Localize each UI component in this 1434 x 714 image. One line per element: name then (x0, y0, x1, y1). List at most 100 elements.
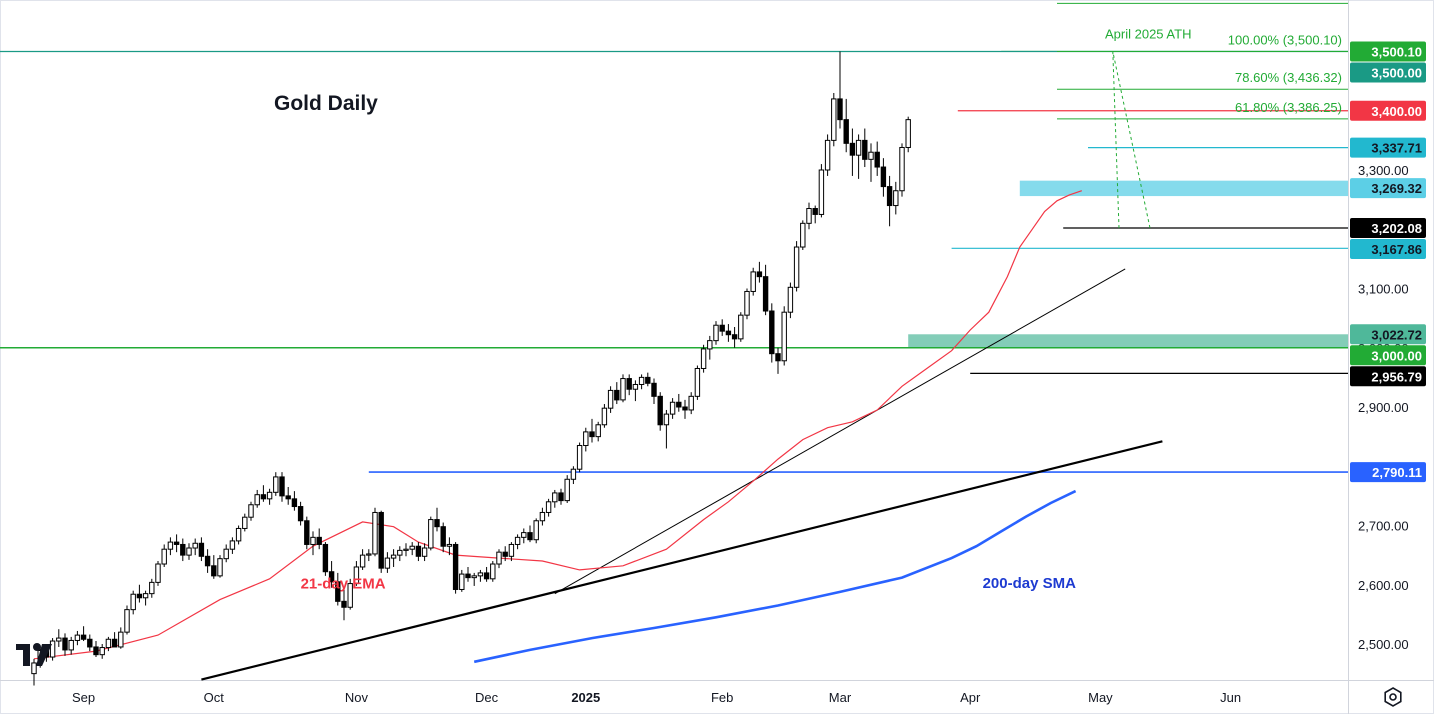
candle (446, 537, 453, 556)
candle (353, 561, 360, 586)
price-tick-label: 2,700.00 (1358, 519, 1409, 534)
candle-body (818, 169, 825, 215)
candle (731, 327, 738, 348)
candle-body (229, 540, 236, 550)
price-badge-bg (1350, 218, 1426, 239)
candle (564, 475, 570, 503)
candle (452, 542, 459, 594)
candle (812, 205, 818, 224)
candle (719, 319, 725, 336)
candle-body (273, 476, 279, 493)
candle-body (421, 547, 428, 557)
candle-body (310, 536, 316, 545)
candle (750, 267, 756, 296)
candle (161, 544, 167, 567)
price-badge-label: 3,500.00 (1371, 65, 1422, 80)
candle-body (849, 142, 856, 156)
price-badge: 3,400.00 (1350, 100, 1426, 121)
candle (428, 516, 434, 551)
candle (62, 633, 68, 656)
candle (738, 312, 744, 342)
candle (211, 555, 217, 579)
candle-body (521, 532, 527, 538)
candle (793, 241, 800, 292)
candle (242, 513, 248, 532)
candle-body (793, 246, 800, 288)
candle-body (645, 376, 651, 384)
candle (576, 442, 583, 473)
candle-body (446, 543, 453, 547)
candle (217, 555, 223, 578)
time-label: Apr (960, 690, 981, 705)
trendline-0 (201, 440, 1163, 681)
candle (694, 365, 701, 400)
price-badge-label: 3,022.72 (1371, 327, 1422, 342)
fib-label-2: 78.60% (3,436.32) (1235, 70, 1342, 85)
candle (173, 534, 180, 553)
candle-body (149, 581, 155, 595)
price-badge-bg (1350, 462, 1426, 483)
price-badge: 3,022.72 (1350, 324, 1426, 345)
candle (310, 531, 316, 556)
candle-body (167, 541, 174, 550)
fibonacci-extension: 127.20% (3,581.16)100.00% (3,500.10)78.6… (1057, 2, 1348, 229)
candle (837, 51, 843, 129)
candle-body (353, 566, 360, 585)
candle (198, 537, 205, 562)
candle-body (855, 139, 862, 156)
price-tick-label: 2,900.00 (1358, 400, 1409, 415)
candle (390, 549, 397, 567)
price-badge: 3,500.10 (1350, 41, 1426, 62)
price-badge: 3,500.00 (1350, 62, 1426, 83)
candle (855, 134, 862, 179)
settings-icon[interactable] (1384, 687, 1402, 707)
candle-body (676, 401, 682, 408)
candle-body (124, 609, 130, 633)
candle (477, 569, 484, 582)
candle-body (899, 146, 905, 192)
candle (893, 181, 899, 215)
sma-label: 200-day SMA (983, 575, 1077, 592)
candle-body (545, 501, 552, 513)
candle (366, 549, 372, 562)
candle (787, 282, 794, 319)
candle (322, 542, 329, 576)
candle-body (304, 520, 310, 545)
candle (384, 552, 391, 573)
support-zones (908, 180, 1348, 348)
candle (409, 542, 415, 556)
tradingview-logo-icon[interactable] (16, 643, 52, 666)
time-label: Oct (204, 690, 225, 705)
candle (700, 344, 707, 373)
candle-body (248, 504, 254, 518)
candle (744, 288, 750, 320)
candle-body (366, 553, 372, 556)
price-tick-label: 2,500.00 (1358, 637, 1409, 652)
price-badge: 2,956.79 (1350, 366, 1426, 387)
candle (260, 485, 267, 502)
candle-body (880, 166, 887, 188)
candle (335, 572, 341, 606)
candle-body (111, 638, 118, 648)
candle-body (502, 551, 508, 557)
candle-body (415, 545, 422, 557)
candle (496, 549, 502, 569)
candle-body (217, 558, 223, 577)
candle-body (514, 536, 521, 545)
candle (818, 164, 825, 218)
candle-body (279, 476, 285, 497)
candle (589, 418, 595, 443)
candle-body (87, 638, 93, 648)
candle (186, 543, 192, 560)
candle (223, 544, 229, 563)
candle (80, 626, 87, 642)
price-badge: 2,790.11 (1350, 462, 1426, 483)
candle-body (347, 583, 353, 608)
candle (490, 561, 496, 582)
candle (99, 644, 105, 659)
candle (583, 427, 589, 452)
time-label: May (1088, 690, 1113, 705)
candle (806, 202, 812, 230)
candle (868, 143, 874, 182)
time-label: Mar (829, 690, 852, 705)
